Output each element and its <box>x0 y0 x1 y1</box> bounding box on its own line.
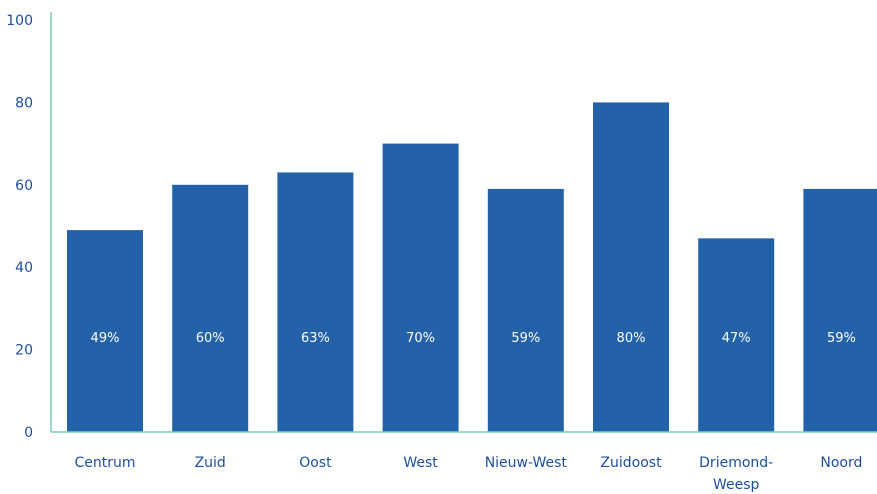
x-tick-label: Zuidoost <box>600 455 662 471</box>
x-tick-label: Driemond- <box>699 455 773 471</box>
data-label: 80% <box>617 331 646 346</box>
x-tick-label: Nieuw-West <box>485 455 568 471</box>
y-tick-label: 80 <box>15 95 33 111</box>
data-label: 47% <box>722 331 751 346</box>
y-tick-label: 40 <box>15 260 33 276</box>
bar <box>803 188 877 432</box>
data-label: 70% <box>406 331 435 346</box>
x-tick-label: West <box>403 455 438 471</box>
data-label: 59% <box>827 331 856 346</box>
bar <box>487 188 564 432</box>
bar <box>67 230 143 432</box>
y-tick-label: 0 <box>24 425 33 441</box>
data-label: 60% <box>196 331 225 346</box>
bar <box>593 102 669 433</box>
bar <box>698 238 775 432</box>
x-tick-label: Centrum <box>74 455 135 471</box>
x-tick-label: Noord <box>820 455 862 471</box>
y-tick-label: 100 <box>6 13 33 29</box>
x-tick-label: Zuid <box>195 455 226 471</box>
data-label: 63% <box>301 331 330 346</box>
data-label: 59% <box>511 331 540 346</box>
x-tick-label: Weesp <box>713 477 760 493</box>
y-tick-label: 20 <box>15 343 33 359</box>
x-tick-label: Oost <box>299 455 332 471</box>
bar <box>172 184 249 432</box>
y-tick-label: 60 <box>15 178 33 194</box>
bar <box>382 143 459 432</box>
data-label: 49% <box>91 331 120 346</box>
bar <box>277 172 354 432</box>
